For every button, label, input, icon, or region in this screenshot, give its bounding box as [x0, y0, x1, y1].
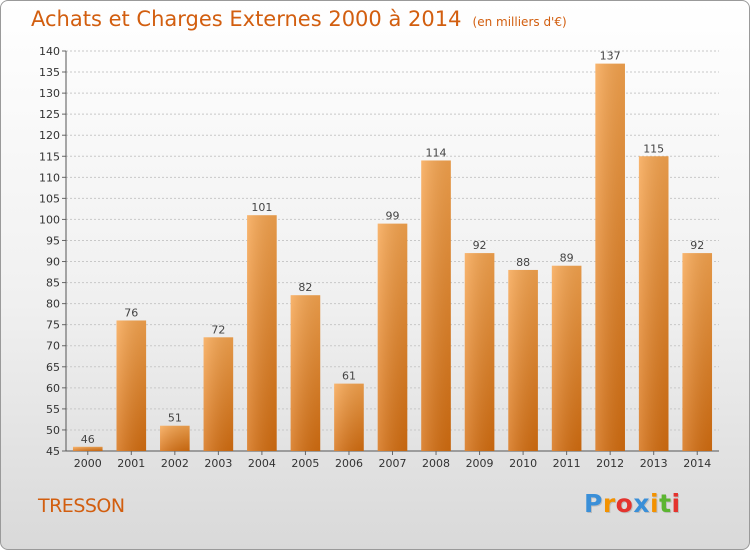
- value-label: 92: [690, 239, 704, 252]
- y-tick-label: 135: [39, 66, 60, 79]
- bar-shade: [72, 446, 103, 451]
- y-tick-label: 75: [46, 319, 60, 332]
- logo-letter: i: [650, 489, 660, 518]
- y-tick-label: 100: [39, 213, 60, 226]
- bar-shade: [247, 215, 277, 451]
- x-tick-label: 2002: [161, 457, 189, 470]
- y-tick-label: 140: [39, 45, 60, 58]
- x-tick-label: 2012: [596, 457, 624, 470]
- x-tick-label: 2000: [74, 457, 102, 470]
- y-tick-label: 115: [39, 150, 60, 163]
- x-tick-label: 2004: [248, 457, 276, 470]
- bar-shade: [464, 253, 495, 451]
- bar-shade: [421, 160, 451, 451]
- chart-title: Achats et Charges Externes 2000 à 2014: [31, 7, 462, 31]
- y-tick-label: 80: [46, 298, 60, 311]
- value-label: 137: [600, 50, 621, 63]
- y-tick-label: 65: [46, 361, 60, 374]
- bar-shade: [551, 265, 582, 451]
- value-label: 76: [124, 306, 138, 319]
- value-label: 82: [298, 281, 312, 294]
- bar-shade: [595, 63, 625, 451]
- x-tick-label: 2011: [553, 457, 581, 470]
- y-tick-label: 110: [39, 171, 60, 184]
- value-label: 101: [251, 201, 272, 214]
- logo-letter: t: [659, 489, 672, 518]
- y-tick-label: 45: [46, 445, 60, 458]
- logo-letter: r: [602, 489, 616, 518]
- value-label: 88: [516, 256, 530, 269]
- y-tick-label: 50: [46, 424, 60, 437]
- y-tick-label: 90: [46, 256, 60, 269]
- bar-shade: [160, 425, 190, 451]
- town-name: TRESSON: [38, 495, 125, 517]
- title-block: Achats et Charges Externes 2000 à 2014 (…: [31, 7, 567, 31]
- bar-shade: [290, 295, 321, 451]
- value-label: 51: [168, 412, 182, 425]
- bar-shade: [638, 156, 669, 451]
- y-tick-label: 70: [46, 340, 60, 353]
- value-label: 46: [81, 433, 95, 446]
- x-tick-label: 2009: [466, 457, 494, 470]
- value-label: 99: [386, 210, 400, 223]
- bar-shade: [508, 269, 538, 451]
- value-label: 89: [560, 252, 574, 265]
- logo-letter: P: [584, 489, 603, 518]
- x-tick-label: 2007: [379, 457, 407, 470]
- y-tick-label: 130: [39, 87, 60, 100]
- logo-letter: o: [615, 489, 634, 518]
- chart-subtitle: (en milliers d'€): [472, 15, 567, 29]
- value-label: 114: [426, 146, 447, 159]
- value-label: 72: [211, 323, 225, 336]
- y-tick-label: 85: [46, 277, 60, 290]
- x-tick-label: 2013: [640, 457, 668, 470]
- x-tick-label: 2008: [422, 457, 450, 470]
- bar-shade: [377, 223, 408, 451]
- y-tick-label: 95: [46, 234, 60, 247]
- y-tick-label: 125: [39, 108, 60, 121]
- y-tick-label: 105: [39, 192, 60, 205]
- value-label: 115: [643, 142, 664, 155]
- x-tick-label: 2003: [204, 457, 232, 470]
- x-tick-label: 2014: [683, 457, 711, 470]
- logo-letter: i: [671, 489, 681, 518]
- value-label: 92: [473, 239, 487, 252]
- value-label: 61: [342, 370, 356, 383]
- logo-letter: x: [633, 489, 650, 518]
- x-tick-label: 2005: [291, 457, 319, 470]
- bar-shade: [334, 383, 364, 451]
- bar-shade: [203, 337, 234, 451]
- bar-shade: [116, 320, 147, 451]
- y-tick-label: 120: [39, 129, 60, 142]
- y-tick-label: 60: [46, 382, 60, 395]
- bar-shade: [682, 253, 713, 451]
- x-tick-label: 2001: [117, 457, 145, 470]
- x-tick-label: 2006: [335, 457, 363, 470]
- proxiti-logo: Proxiti: [584, 489, 681, 518]
- y-tick-label: 55: [46, 403, 60, 416]
- x-tick-label: 2010: [509, 457, 537, 470]
